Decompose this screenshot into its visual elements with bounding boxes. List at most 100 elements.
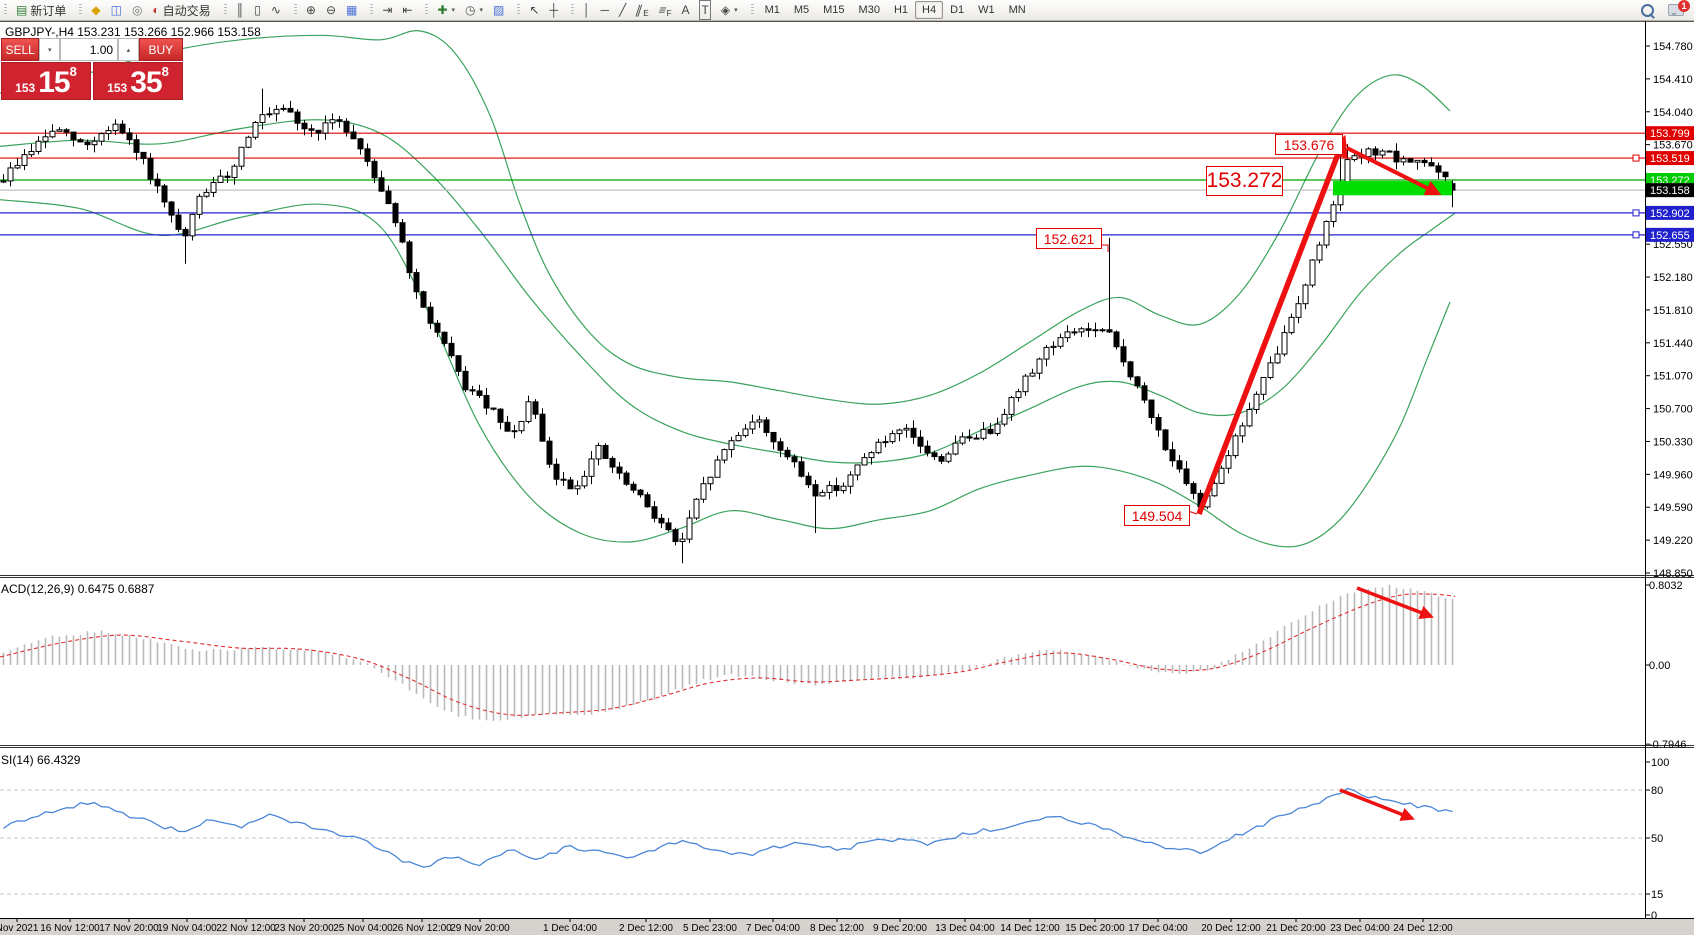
- dropdown-arrow-icon[interactable]: ▾: [451, 7, 456, 14]
- chart-shift-button[interactable]: ⇤: [397, 0, 417, 20]
- timeframe-m5-button[interactable]: M5: [793, 4, 810, 16]
- crosshair-button[interactable]: ┼: [544, 0, 563, 20]
- horizontal-line-button[interactable]: ─: [595, 0, 614, 20]
- templates-button[interactable]: ▨: [488, 0, 509, 20]
- candle-body: [973, 437, 980, 440]
- bollinger-bands: [0, 30, 1456, 548]
- candle-body: [147, 157, 154, 180]
- candle-body: [532, 401, 539, 415]
- dropdown-arrow-icon[interactable]: ▾: [734, 7, 738, 14]
- timeframe-toolbar: M1 M5 M15 M30 H1 H4 D1 W1 MN: [747, 0, 1037, 20]
- timeframe-mn-button[interactable]: MN: [1008, 4, 1026, 16]
- market-button[interactable]: ◆: [86, 0, 105, 20]
- text-label-button[interactable]: T: [694, 0, 715, 20]
- rsi-tick-label: 0: [1651, 910, 1657, 922]
- bar-chart-mode-button[interactable]: ║: [231, 0, 250, 20]
- candle-body: [476, 390, 483, 396]
- line-handle[interactable]: [1632, 154, 1640, 162]
- rsi-down-arrow[interactable]: [1339, 788, 1415, 821]
- candle-body: [1260, 376, 1267, 395]
- candle-body: [42, 136, 49, 142]
- tile-windows-button[interactable]: ▦: [341, 0, 362, 20]
- trendline-button[interactable]: ╱: [614, 0, 631, 20]
- toolbar-group: ⇥ ⇤: [366, 0, 421, 20]
- candle-body: [875, 441, 882, 454]
- shapes-button[interactable]: ◈ ▾: [716, 0, 743, 20]
- candle-body: [1099, 329, 1106, 332]
- new-order-button[interactable]: ▤ 新订单: [11, 0, 71, 20]
- price-annotation-152.621[interactable]: 152.621: [1036, 228, 1102, 249]
- candle-body: [280, 107, 287, 110]
- candle-body: [1309, 259, 1316, 286]
- time-tick-label: 9 Dec 20:00: [873, 923, 927, 934]
- price-annotation-153.676[interactable]: 153.676: [1275, 134, 1343, 155]
- line-chart-mode-button[interactable]: ∿: [266, 0, 286, 20]
- candlestick-mode-button[interactable]: ▯: [249, 0, 266, 20]
- timeframe-h4-button[interactable]: H4: [915, 1, 944, 19]
- price-annotation-153.272[interactable]: 153.272: [1206, 166, 1283, 196]
- price-annotation-149.504[interactable]: 149.504: [1124, 505, 1190, 526]
- chat-icon[interactable]: 1: [1668, 0, 1690, 16]
- dropdown-arrow-icon[interactable]: ▾: [479, 7, 484, 14]
- sell-button[interactable]: SELL: [1, 38, 40, 61]
- buy-button[interactable]: BUY: [138, 38, 183, 61]
- timeframe-m1-button[interactable]: M1: [764, 4, 780, 16]
- candle-body: [686, 517, 693, 540]
- timeframe-h1-button[interactable]: H1: [893, 4, 909, 16]
- zoom-in-button[interactable]: ⊕: [301, 0, 321, 20]
- candle-body: [1162, 429, 1169, 451]
- candle-body: [1267, 362, 1274, 378]
- news-feed-button[interactable]: ◎: [127, 0, 147, 20]
- candle-body: [756, 419, 763, 423]
- candle-body: [350, 131, 357, 140]
- toolbar-group: ║ ▯ ∿: [220, 0, 290, 20]
- search-icon[interactable]: [1641, 3, 1654, 17]
- text-button[interactable]: A: [676, 0, 694, 20]
- price-badge-label: 152.655: [1650, 230, 1690, 242]
- timeframe-m30-button[interactable]: M30: [858, 4, 880, 16]
- trendline-icon: ╱: [618, 3, 627, 17]
- line-handle[interactable]: [1632, 209, 1640, 217]
- zoom-out-button[interactable]: ⊖: [321, 0, 341, 20]
- candle-body: [1022, 375, 1029, 393]
- cursor-icon: ↖: [529, 3, 540, 17]
- timeframe-d1-button[interactable]: D1: [950, 4, 965, 16]
- candle-body: [903, 427, 910, 431]
- candle-body: [1008, 397, 1015, 415]
- volume-input[interactable]: [60, 38, 119, 61]
- signals-button[interactable]: ◫: [106, 0, 127, 20]
- text-icon: A: [681, 3, 690, 17]
- candle-body: [1127, 361, 1134, 378]
- pullback-down-arrow[interactable]: [1346, 146, 1442, 196]
- horizontal-levels: [0, 132, 1645, 239]
- macd-down-arrow[interactable]: [1356, 586, 1434, 620]
- buy-price-box[interactable]: 153 35 8: [93, 62, 183, 100]
- fibonacci-button[interactable]: ≡ F: [654, 0, 677, 20]
- vertical-line-button[interactable]: │: [578, 0, 596, 20]
- periods-button[interactable]: ◷ ▾: [460, 0, 488, 20]
- main-toolbar: ▤ 新订单 ◆ ◫ ◎ ◐ 自动交易 ║ ▯ ∿ ⊕ ⊖ ▦ ⇥ ⇤ ✚ ▾ ◷ ▾ ▨ ↖ ┼ │ ─ ╱ ∥ E ≡ F A T ◈ ▾ M…: [0, 0, 1694, 21]
- sell-price-box[interactable]: 153 15 8: [1, 62, 91, 100]
- equidistant-channel-button[interactable]: ∥ E: [631, 0, 653, 20]
- candle-body: [1323, 220, 1330, 246]
- volume-increase-button[interactable]: ▴: [118, 38, 139, 61]
- candle-body: [966, 436, 973, 439]
- auto-trading-button[interactable]: ◐ 自动交易: [147, 0, 215, 20]
- auto-scroll-button[interactable]: ⇥: [377, 0, 397, 20]
- rally-up-arrow[interactable]: [1196, 134, 1348, 515]
- price-tick-label: 151.070: [1653, 371, 1693, 383]
- timeframe-w1-button[interactable]: W1: [978, 4, 995, 16]
- rsi-tick-label: 15: [1651, 889, 1663, 901]
- candle-body: [294, 111, 301, 124]
- volume-decrease-button[interactable]: ▾: [39, 38, 61, 61]
- candle-body: [1211, 482, 1218, 497]
- indicators-button[interactable]: ✚ ▾: [432, 0, 460, 20]
- candle-body: [1218, 467, 1225, 484]
- cursor-button[interactable]: ↖: [524, 0, 544, 20]
- candle-body: [455, 355, 462, 372]
- line-handle[interactable]: [1632, 231, 1640, 239]
- candle-body: [980, 428, 987, 439]
- timeframe-m15-button[interactable]: M15: [823, 4, 845, 16]
